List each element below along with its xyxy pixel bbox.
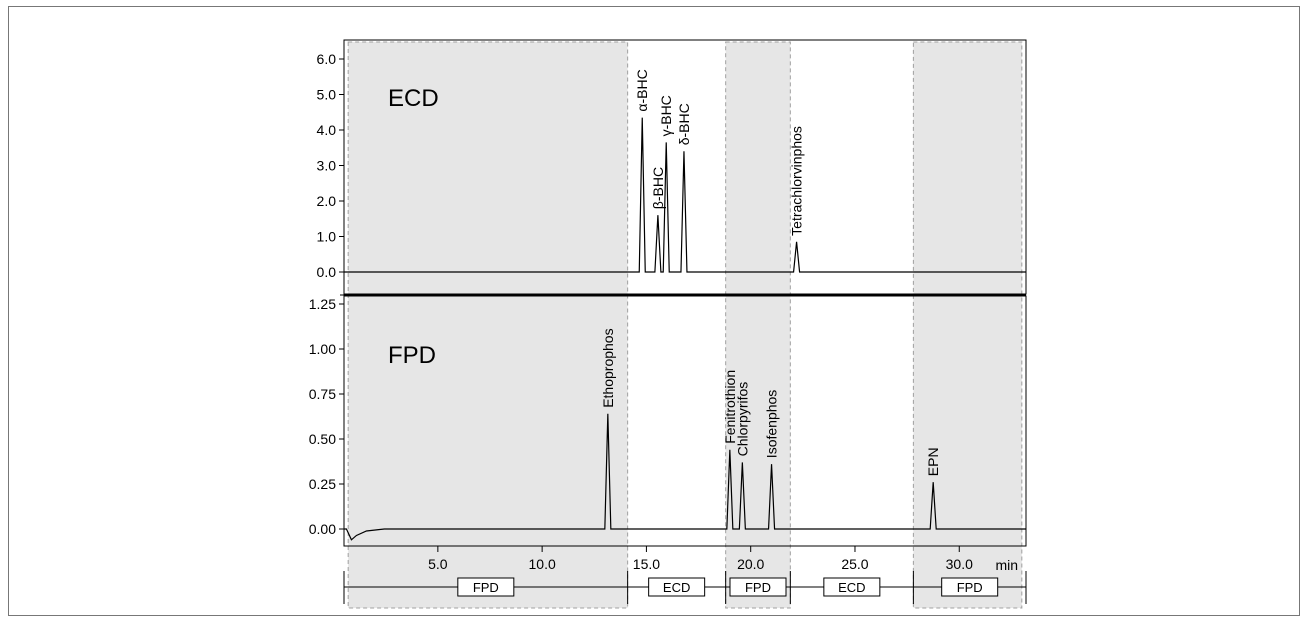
peak-label: α-BHC xyxy=(634,69,650,111)
segment-label-ecd: ECD xyxy=(838,580,865,595)
panel-top: 0.0 1.0 2.0 3.0 4.0 5.0 6.0 ECD α-BHC β-BHC γ-BHC δ… xyxy=(317,39,1027,295)
panel-border xyxy=(343,295,1027,547)
x-axis-unit: min xyxy=(995,557,1018,573)
segment-box xyxy=(648,577,706,597)
peak-label: Chlorpyrifos xyxy=(734,382,750,457)
segment-label-ecd: ECD xyxy=(663,580,690,595)
peak-label: β-BHC xyxy=(650,167,666,209)
x-tick-label: 15.0 xyxy=(633,556,660,572)
y-tick-label: 0.25 xyxy=(309,476,336,492)
y-tick-label: 3.0 xyxy=(317,158,337,174)
x-tick-label: 10.0 xyxy=(529,556,556,572)
panel-border xyxy=(343,39,1027,295)
x-tick-label: 20.0 xyxy=(737,556,764,572)
y-tick-label: 0.0 xyxy=(317,264,337,280)
y-tick-label: 1.25 xyxy=(309,296,336,312)
shaded-region-2 xyxy=(725,41,791,609)
segment-label-fpd: FPD xyxy=(473,580,499,595)
segment-label-fpd: FPD xyxy=(957,580,983,595)
peak-label: δ-BHC xyxy=(676,103,692,145)
y-tick-label: 2.0 xyxy=(317,193,337,209)
panel-bottom: 0.00 0.25 0.50 0.75 1.00 1.25 FPD Ethoprophos Fe… xyxy=(309,295,1027,547)
chromatogram-trace xyxy=(344,413,1026,541)
peak-label: EPN xyxy=(925,447,941,476)
y-tick-label: 5.0 xyxy=(317,87,337,103)
x-tick-label: 5.0 xyxy=(428,556,448,572)
y-tick-label: 6.0 xyxy=(317,51,337,67)
y-tick-label: 4.0 xyxy=(317,122,337,138)
segment-box xyxy=(941,577,999,597)
shaded-region-1 xyxy=(347,41,629,609)
segment-label-fpd: FPD xyxy=(745,580,771,595)
peak-label: γ-BHC xyxy=(658,95,674,136)
figure-frame xyxy=(8,6,1300,616)
peak-label: Fenitrothion xyxy=(722,370,738,444)
y-tick-label: 1.00 xyxy=(309,341,336,357)
peak-label: Ethoprophos xyxy=(600,328,616,407)
peak-label: Tetrachlorvinphos xyxy=(789,126,805,236)
y-tick-label: 1.0 xyxy=(317,229,337,245)
segment-box xyxy=(729,577,787,597)
y-tick-label: 0.75 xyxy=(309,386,336,402)
x-tick-label: 25.0 xyxy=(841,556,868,572)
x-tick-label: 30.0 xyxy=(946,556,973,572)
chromatogram-trace xyxy=(344,117,1026,273)
y-tick-label: 0.50 xyxy=(309,431,336,447)
detector-label-ecd: ECD xyxy=(388,85,439,112)
y-tick-label: 0.00 xyxy=(309,521,336,537)
peak-label: Isofenphos xyxy=(764,390,780,459)
segment-box xyxy=(823,577,881,597)
segment-box xyxy=(457,577,515,597)
detector-label-fpd: FPD xyxy=(388,342,436,369)
shaded-region-3 xyxy=(912,41,1023,609)
